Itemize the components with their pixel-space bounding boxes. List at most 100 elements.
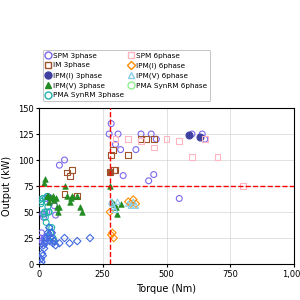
Point (42, 241, 47, 246)
Point (48, 236, 53, 240)
Point (39, 260, 44, 264)
Point (62, 158, 67, 162)
Point (112, 208, 117, 212)
Point (152, 137, 156, 142)
Point (67, 199, 72, 204)
Point (70, 194, 75, 199)
Point (202, 137, 207, 142)
Point (44, 210, 49, 214)
Point (53, 196, 58, 201)
Point (47, 225, 52, 230)
Point (67, 173, 72, 178)
Point (134, 203, 138, 208)
Y-axis label: Output (kW): Output (kW) (2, 156, 12, 216)
Point (51, 194, 56, 199)
Point (46, 230, 50, 235)
Point (110, 201, 115, 206)
Point (111, 236, 116, 240)
Point (114, 212, 119, 217)
Point (109, 121, 114, 126)
Point (62, 236, 67, 240)
Legend: SPM 3phase, IM 3phase, IPM(I) 3phase, IPM(V) 3phase, PMA SynRM 3phase, SPM 6phas: SPM 3phase, IM 3phase, IPM(I) 3phase, IP… (43, 50, 210, 101)
Point (47, 195, 52, 200)
Point (40, 239, 44, 244)
Point (53, 213, 58, 218)
Point (111, 204, 116, 209)
Point (49, 230, 54, 235)
Point (109, 152, 114, 157)
Point (111, 147, 116, 152)
Point (190, 154, 194, 159)
Point (113, 168, 118, 173)
Point (118, 201, 123, 206)
Point (40, 251, 44, 256)
Point (152, 172, 156, 177)
Point (177, 196, 182, 201)
Point (51, 241, 56, 246)
Point (39, 241, 44, 246)
Point (57, 163, 62, 168)
Point (109, 199, 114, 204)
Point (47, 199, 52, 204)
Point (41, 215, 46, 220)
Point (131, 199, 136, 204)
Point (177, 139, 182, 144)
Point (126, 137, 131, 142)
Point (52, 203, 57, 208)
Point (44, 199, 49, 204)
Point (42, 210, 47, 214)
Point (48, 199, 53, 204)
Point (75, 194, 80, 199)
Point (197, 135, 202, 140)
Point (46, 194, 50, 199)
Point (44, 236, 49, 240)
Point (47, 239, 52, 244)
Point (44, 236, 49, 240)
Point (38, 262, 43, 266)
Point (107, 184, 112, 188)
Point (107, 170, 112, 175)
Point (49, 225, 54, 230)
Point (139, 132, 143, 136)
Point (126, 152, 131, 157)
Point (57, 204, 62, 209)
Point (51, 239, 56, 244)
Point (46, 204, 50, 209)
Point (146, 178, 151, 183)
Point (44, 220, 49, 225)
Point (116, 132, 121, 136)
Point (55, 204, 59, 209)
Point (42, 212, 46, 217)
Point (39, 256, 44, 261)
Point (46, 210, 51, 214)
Point (62, 184, 67, 188)
Point (88, 236, 92, 240)
Point (42, 246, 46, 251)
Point (53, 243, 58, 248)
Point (47, 225, 52, 230)
X-axis label: Torque (Nm): Torque (Nm) (136, 284, 196, 294)
Point (77, 204, 82, 209)
Point (51, 237, 56, 242)
Point (134, 201, 138, 206)
Point (40, 212, 45, 217)
Point (38, 236, 43, 240)
Point (109, 232, 114, 237)
Point (52, 197, 57, 202)
Point (46, 232, 51, 237)
Point (47, 210, 52, 214)
Point (107, 132, 112, 136)
Point (134, 147, 138, 152)
Point (44, 194, 49, 199)
Point (49, 196, 54, 201)
Point (202, 137, 207, 142)
Point (80, 210, 85, 214)
Point (164, 137, 169, 142)
Point (113, 137, 118, 142)
Point (110, 199, 115, 204)
Point (38, 197, 43, 202)
Point (128, 201, 133, 206)
Point (48, 195, 53, 200)
Point (65, 194, 70, 199)
Point (45, 194, 50, 199)
